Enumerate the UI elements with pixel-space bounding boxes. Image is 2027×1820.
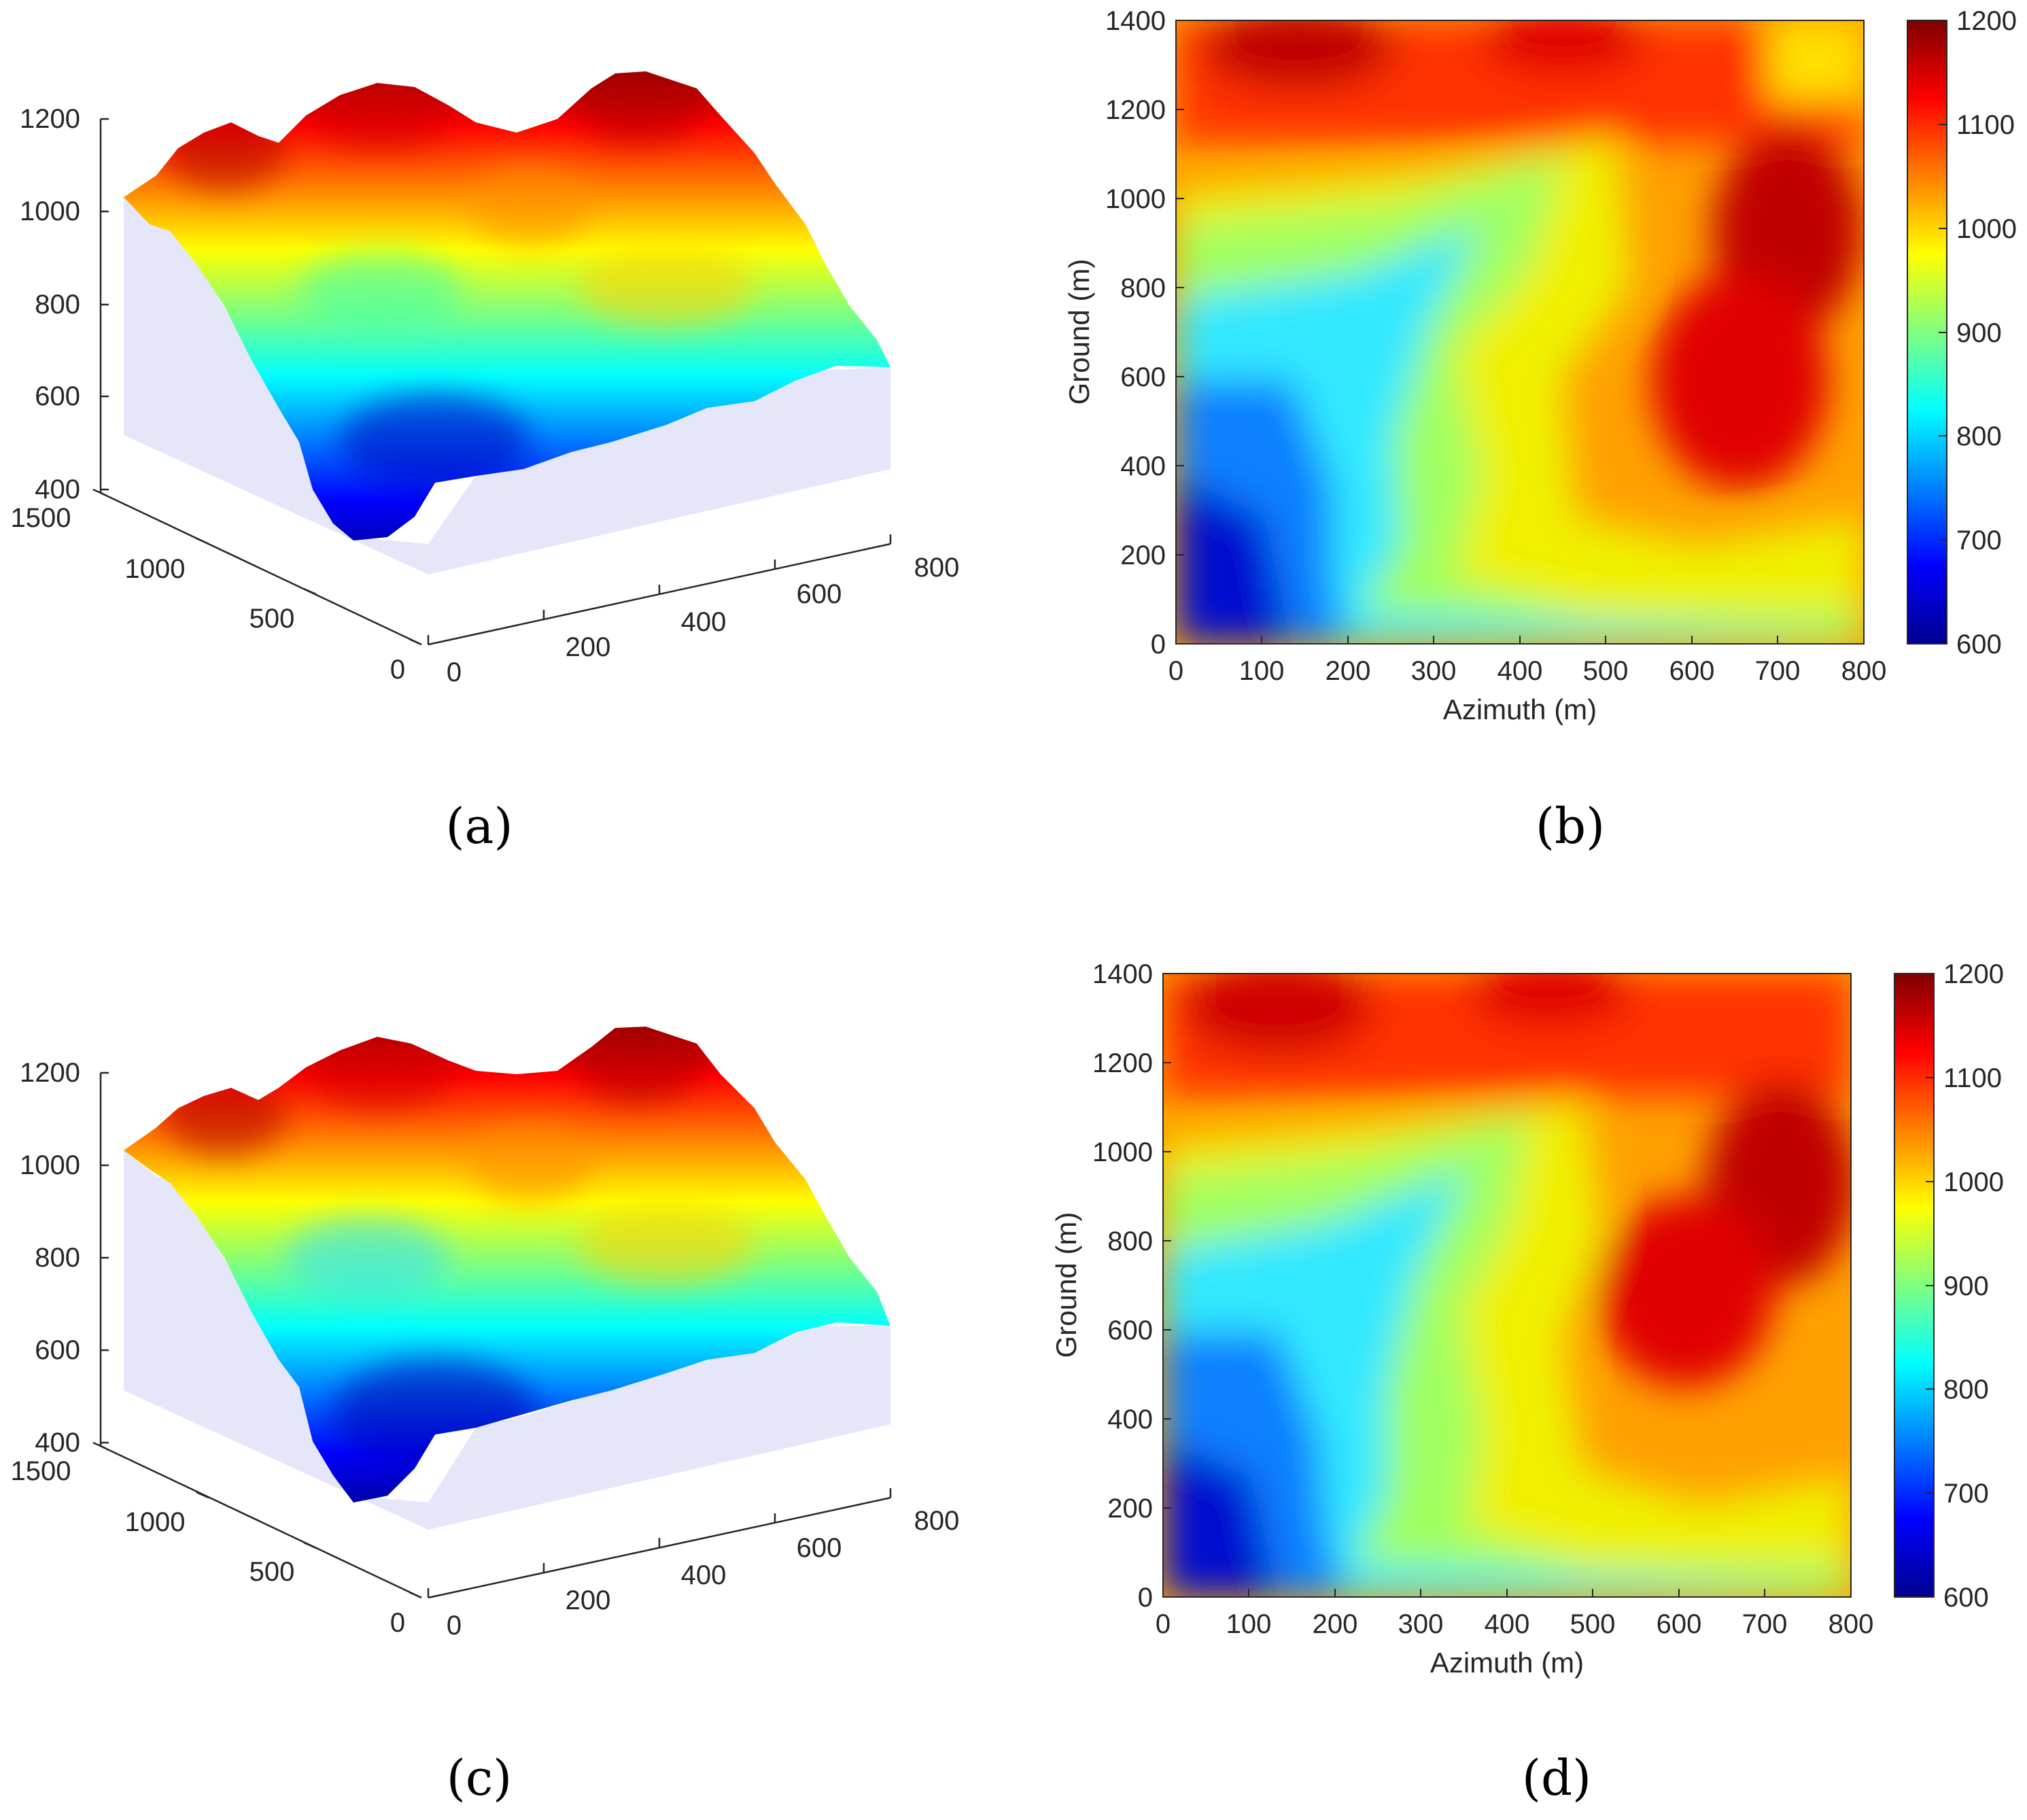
tick-b-y-1400: 1400: [1105, 6, 1166, 36]
heatmap-b-field: [1176, 20, 1864, 644]
tick-d-x-700: 700: [1742, 1609, 1788, 1639]
surface-c-left-wall: [124, 1150, 428, 1530]
heatmap-d-field: [1163, 974, 1851, 1597]
tick-d-y-1400: 1400: [1092, 959, 1153, 989]
tick-c-az-600: 600: [797, 1533, 842, 1563]
tick-c-az-400: 400: [681, 1560, 727, 1590]
tick-b-y-200: 200: [1120, 540, 1166, 570]
panel-d-heatmap: 0 100 200 300 400 500 600 700 800 0 200 …: [1050, 959, 2004, 1806]
tick-a-ground-0: 0: [390, 655, 405, 685]
tick-b-y-600: 600: [1120, 362, 1166, 392]
tick-d-cbar-1100: 1100: [1943, 1063, 2002, 1093]
tick-b-x-200: 200: [1326, 656, 1371, 686]
tick-d-x-0: 0: [1156, 1609, 1171, 1639]
tick-d-x-100: 100: [1226, 1609, 1272, 1639]
axis-a-ground: [100, 492, 422, 646]
axis-c-ground: [100, 1445, 422, 1599]
tick-b-cbar-1100: 1100: [1956, 110, 2015, 140]
panel-label-a: (a): [445, 797, 513, 855]
tick-b-y-0: 0: [1151, 630, 1166, 659]
tick-b-x-300: 300: [1411, 656, 1457, 686]
tick-c-z-800: 800: [35, 1243, 80, 1273]
tick-a-ground-1000: 1000: [125, 554, 186, 584]
tick-b-cbar-900: 900: [1956, 318, 2002, 348]
tick-d-y-600: 600: [1107, 1316, 1153, 1345]
tick-c-z-1200: 1200: [20, 1058, 80, 1088]
tick-d-y-400: 400: [1107, 1405, 1153, 1435]
tick-d-x-200: 200: [1313, 1609, 1358, 1639]
tick-b-x-700: 700: [1755, 656, 1801, 686]
tick-c-z-400: 400: [35, 1428, 80, 1458]
ylabel-b: Ground (m): [1063, 259, 1095, 405]
panel-label-b: (b): [1536, 797, 1605, 855]
tick-d-x-500: 500: [1570, 1609, 1616, 1639]
tick-a-z-600: 600: [35, 381, 80, 411]
tick-b-y-800: 800: [1120, 273, 1166, 303]
tick-d-x-300: 300: [1398, 1609, 1444, 1639]
panel-label-c: (c): [447, 1749, 513, 1806]
surface-a-left-wall: [124, 197, 428, 574]
tick-a-z-400: 400: [35, 475, 80, 504]
tick-d-cbar-700: 700: [1943, 1479, 1989, 1509]
tick-d-cbar-1000: 1000: [1943, 1167, 2004, 1197]
tick-b-x-800: 800: [1841, 656, 1887, 686]
surface-a-front-wall: [428, 367, 890, 574]
tick-a-z-1000: 1000: [20, 196, 80, 226]
tick-c-az-200: 200: [566, 1585, 611, 1615]
tick-b-y-400: 400: [1120, 451, 1166, 481]
tick-b-cbar-700: 700: [1956, 526, 2002, 555]
tick-a-ground-500: 500: [249, 604, 295, 634]
tick-a-z-1200: 1200: [20, 104, 80, 134]
tick-a-az-400: 400: [681, 607, 727, 637]
tick-c-z-600: 600: [35, 1335, 80, 1365]
tick-d-x-800: 800: [1829, 1609, 1874, 1639]
tick-b-x-600: 600: [1669, 656, 1715, 686]
tick-d-y-1200: 1200: [1092, 1048, 1153, 1078]
tick-c-ground-1500: 1500: [11, 1456, 71, 1486]
tick-c-ground-500: 500: [249, 1557, 295, 1587]
panel-c-surface-plot: 400 600 800 1000 1200 0 500 1000 1500 0 …: [11, 1027, 960, 1806]
tick-c-ground-1000: 1000: [125, 1507, 186, 1537]
tick-c-ground-0: 0: [390, 1608, 405, 1638]
tick-d-x-600: 600: [1657, 1609, 1702, 1639]
panel-b-heatmap: 0 100 200 300 400 500 600 700 800 0 200 …: [1063, 6, 2017, 855]
xlabel-b: Azimuth (m): [1443, 693, 1597, 725]
xlabel-d: Azimuth (m): [1430, 1647, 1584, 1679]
tick-c-z-1000: 1000: [20, 1150, 80, 1180]
panel-label-d: (d): [1522, 1749, 1591, 1806]
tick-d-y-200: 200: [1107, 1494, 1153, 1524]
tick-b-y-1000: 1000: [1105, 184, 1166, 214]
tick-d-y-0: 0: [1138, 1583, 1153, 1613]
tick-d-y-800: 800: [1107, 1226, 1153, 1256]
tick-a-az-200: 200: [566, 632, 611, 662]
tick-d-cbar-800: 800: [1943, 1375, 1989, 1405]
panel-a-surface-plot: 400 600 800 1000 1200 0 500 1000 1500 0 …: [11, 71, 960, 855]
tick-b-x-400: 400: [1497, 656, 1543, 686]
tick-d-x-400: 400: [1485, 1609, 1530, 1639]
tick-b-x-100: 100: [1239, 656, 1285, 686]
tick-b-x-500: 500: [1583, 656, 1629, 686]
tick-d-y-1000: 1000: [1092, 1137, 1153, 1167]
tick-b-cbar-1200: 1200: [1956, 6, 2017, 36]
tick-a-z-800: 800: [35, 290, 80, 320]
tick-c-az-0: 0: [447, 1611, 462, 1641]
tick-a-az-600: 600: [797, 579, 842, 609]
tick-a-ground-1500: 1500: [11, 503, 71, 533]
tick-b-cbar-800: 800: [1956, 422, 2002, 451]
tick-b-y-1200: 1200: [1105, 95, 1166, 125]
tick-b-cbar-600: 600: [1956, 630, 2002, 659]
tick-d-cbar-600: 600: [1943, 1583, 1989, 1613]
tick-c-az-800: 800: [914, 1506, 960, 1536]
tick-a-az-800: 800: [914, 553, 960, 583]
tick-a-az-0: 0: [447, 657, 462, 687]
tick-b-cbar-1000: 1000: [1956, 214, 2017, 244]
ylabel-d: Ground (m): [1050, 1212, 1082, 1358]
tick-d-cbar-900: 900: [1943, 1271, 1989, 1301]
axis-c-azimuth: [428, 1496, 891, 1599]
tick-d-cbar-1200: 1200: [1943, 959, 2004, 989]
tick-b-x-0: 0: [1168, 656, 1183, 686]
surface-c-front-wall: [428, 1326, 890, 1530]
